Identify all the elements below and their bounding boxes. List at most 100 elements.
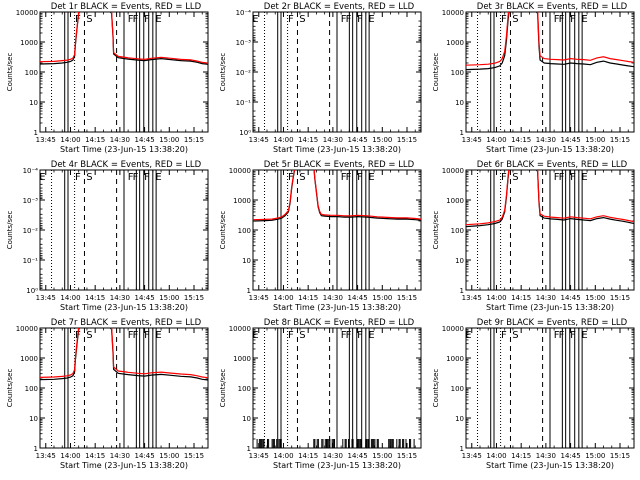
y-tick-label: 10⁻³	[236, 39, 252, 47]
y-tick-label: 10000	[16, 9, 38, 17]
event-marker-E: E	[39, 172, 45, 183]
x-tick-label: 13:45	[36, 294, 56, 302]
panel-det-5: Det 5r BLACK = Events, RED = LLD Start Ti…	[219, 160, 422, 312]
event-marker-F: F	[570, 172, 576, 183]
x-tick-label: 14:30	[323, 294, 343, 302]
x-tick-label: 14:45	[347, 452, 367, 460]
event-marker-F: F	[501, 172, 507, 183]
x-tick-label: 14:15	[511, 452, 531, 460]
event-marker-F: F	[570, 330, 576, 341]
event-marker-F: F	[341, 330, 347, 341]
x-tick-label: 14:00	[486, 294, 506, 302]
x-tick-label: 13:45	[249, 136, 269, 144]
x-tick-label: 14:00	[60, 294, 80, 302]
series-events	[40, 12, 208, 65]
y-tick-label: 10	[455, 415, 464, 423]
event-marker-E: E	[368, 172, 374, 183]
y-tick-label: 10	[455, 257, 464, 265]
event-marker-F: F	[341, 172, 347, 183]
x-tick-label: 15:00	[159, 452, 179, 460]
event-marker-E: E	[368, 14, 374, 25]
event-marker-F: F	[554, 172, 560, 183]
x-tick-label: 14:30	[536, 294, 556, 302]
panel-det-7: Det 7r BLACK = Events, RED = LLD Start Ti…	[6, 318, 209, 470]
x-tick-label: 14:30	[536, 136, 556, 144]
event-marker-F: F	[144, 172, 150, 183]
y-tick-label: 10	[29, 415, 38, 423]
y-axis-label: Counts/sec	[432, 211, 440, 250]
event-marker-F: F	[128, 330, 134, 341]
y-tick-label: 1000	[233, 355, 251, 363]
x-tick-label: 13:45	[462, 294, 482, 302]
x-tick-label: 14:30	[110, 294, 130, 302]
event-marker-F: F	[559, 172, 565, 183]
x-tick-label: 13:45	[36, 136, 56, 144]
panel-title: Det 2r BLACK = Events, RED = LLD	[264, 2, 415, 12]
y-axis-label: Counts/sec	[219, 369, 227, 408]
x-tick-label: 15:00	[372, 452, 392, 460]
y-tick-label: 10	[455, 99, 464, 107]
event-marker-F: F	[357, 330, 363, 341]
x-tick-label: 14:00	[60, 136, 80, 144]
y-tick-label: 10000	[229, 167, 251, 175]
x-tick-label: 14:30	[536, 452, 556, 460]
x-tick-label: 13:45	[249, 294, 269, 302]
y-tick-label: 1	[460, 287, 464, 295]
y-tick-label: 10⁻³	[23, 197, 39, 205]
x-tick-label: 14:00	[486, 136, 506, 144]
y-tick-label: 1000	[233, 197, 251, 205]
panel-det-4: Det 4r BLACK = Events, RED = LLD Start Ti…	[6, 160, 209, 312]
x-tick-label: 15:00	[585, 452, 605, 460]
panel-title: Det 3r BLACK = Events, RED = LLD	[477, 2, 628, 12]
event-marker-E: E	[155, 330, 161, 341]
x-tick-label: 14:45	[560, 294, 580, 302]
x-tick-label: 15:15	[610, 452, 630, 460]
x-tick-label: 14:45	[347, 136, 367, 144]
y-tick-label: 10⁻²	[236, 69, 252, 77]
event-marker-F: F	[133, 330, 139, 341]
event-marker-F: F	[144, 330, 150, 341]
x-tick-label: 13:45	[462, 136, 482, 144]
x-tick-label: 14:45	[560, 136, 580, 144]
y-tick-label: 1000	[20, 39, 38, 47]
y-tick-label: 10000	[442, 9, 464, 17]
panel-title: Det 1r BLACK = Events, RED = LLD	[51, 2, 202, 12]
event-marker-E: E	[581, 172, 587, 183]
panel-det-8: Det 8r BLACK = Events, RED = LLD Start Ti…	[219, 318, 422, 470]
y-tick-label: 10⁻²	[23, 227, 39, 235]
y-axis-label: Counts/sec	[6, 369, 14, 408]
x-tick-label: 14:45	[134, 136, 154, 144]
x-tick-label: 14:15	[511, 294, 531, 302]
y-axis-label: Counts/sec	[219, 53, 227, 92]
event-marker-F: F	[288, 330, 294, 341]
panel-title: Det 8r BLACK = Events, RED = LLD	[264, 318, 415, 328]
event-marker-S: S	[86, 14, 92, 25]
x-tick-label: 14:45	[134, 294, 154, 302]
y-tick-label: 10⁻¹	[23, 257, 39, 265]
event-marker-E: E	[368, 330, 374, 341]
event-marker-S: S	[299, 14, 305, 25]
x-tick-label: 15:15	[184, 294, 204, 302]
panel-det-9: Det 9r BLACK = Events, RED = LLD Start Ti…	[432, 318, 635, 470]
x-tick-label: 15:00	[372, 294, 392, 302]
y-tick-label: 100	[25, 385, 38, 393]
x-tick-label: 14:30	[110, 136, 130, 144]
y-tick-label: 1000	[446, 197, 464, 205]
y-tick-label: 10	[29, 99, 38, 107]
x-axis-label: Start Time (23-Jun-15 13:38:20)	[486, 303, 614, 312]
event-marker-E: E	[252, 330, 258, 341]
y-tick-label: 1	[247, 445, 251, 453]
x-tick-label: 15:00	[159, 136, 179, 144]
event-marker-F: F	[346, 330, 352, 341]
y-tick-label: 1	[34, 129, 38, 137]
x-tick-label: 13:45	[249, 452, 269, 460]
event-marker-E: E	[581, 14, 587, 25]
x-axis-label: Start Time (23-Jun-15 13:38:20)	[60, 303, 188, 312]
x-tick-label: 15:00	[585, 294, 605, 302]
x-tick-label: 15:15	[397, 452, 417, 460]
x-tick-label: 14:45	[347, 294, 367, 302]
event-marker-F: F	[133, 14, 139, 25]
panel-det-6: Det 6r BLACK = Events, RED = LLD Start Ti…	[432, 160, 635, 312]
